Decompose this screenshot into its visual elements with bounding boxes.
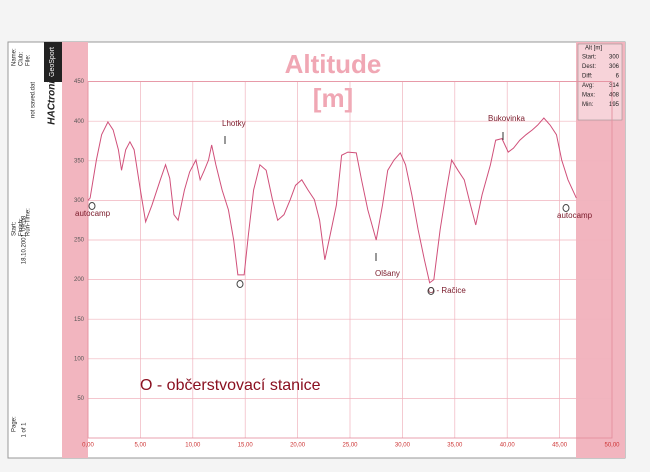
- field-label: Finish:: [19, 218, 25, 236]
- hand-circle: [88, 202, 96, 210]
- field-label: Name:: [12, 48, 18, 66]
- stat-value: 300: [609, 55, 620, 61]
- x-tick-label: 40,00: [500, 443, 516, 449]
- annotation: O - Račice: [428, 286, 466, 295]
- field-label: Page:: [12, 416, 18, 432]
- stat-value: 408: [609, 93, 620, 99]
- y-tick-label: 50: [77, 396, 84, 402]
- x-tick-label: 5,00: [135, 443, 147, 449]
- stats-title: Alt [m]: [585, 46, 602, 52]
- field-label: File:: [26, 54, 32, 66]
- logo: GeoSport: [49, 47, 56, 77]
- annotation: Bukovinka: [488, 114, 525, 123]
- stat-value: 306: [609, 64, 620, 70]
- annotation: autocamp: [557, 211, 593, 220]
- stat-label: Avg:: [582, 83, 594, 89]
- x-tick-label: 0,00: [82, 443, 94, 449]
- y-tick-label: 150: [74, 317, 85, 323]
- file-name: not saved.dat: [31, 82, 37, 118]
- chart-title: Altitude: [285, 49, 382, 79]
- annotation: O - občerstvovací stanice: [140, 377, 321, 394]
- y-tick-label: 400: [74, 119, 85, 125]
- stat-value: 195: [609, 102, 620, 108]
- y-tick-label: 100: [74, 356, 85, 362]
- field-label: Run-Time:: [26, 208, 32, 236]
- field-label: Club:: [19, 52, 25, 66]
- date: 18.10.2001, 09:08: [22, 215, 28, 264]
- altitude-line: [87, 117, 577, 284]
- program: HACtronic: [47, 75, 58, 125]
- x-tick-label: 35,00: [447, 443, 463, 449]
- logo-box: [44, 42, 62, 82]
- x-tick-label: 45,00: [552, 443, 568, 449]
- plot-frame: [87, 81, 613, 439]
- stat-label: Min:: [582, 102, 594, 108]
- x-tick-label: 50,00: [604, 443, 620, 449]
- annotation: autocamp: [75, 209, 111, 218]
- x-tick-label: 20,00: [290, 443, 306, 449]
- stats-box: [577, 43, 623, 121]
- stat-label: Start:: [582, 55, 597, 61]
- chart-subtitle: [m]: [313, 83, 353, 113]
- annotation: Olšany: [375, 269, 400, 278]
- annotation: Lhotky: [222, 119, 246, 128]
- x-tick-label: 10,00: [185, 443, 201, 449]
- stat-label: Diff:: [582, 74, 593, 80]
- stat-value: 6: [616, 74, 620, 80]
- sheet: [7, 41, 626, 459]
- left-band: [62, 42, 88, 458]
- hand-circle: [236, 280, 244, 288]
- y-tick-label: 250: [74, 238, 85, 244]
- stat-label: Max:: [582, 93, 595, 99]
- hand-circle: [562, 204, 570, 212]
- y-tick-label: 300: [74, 198, 85, 204]
- x-tick-label: 25,00: [342, 443, 358, 449]
- y-tick-label: 200: [74, 277, 85, 283]
- x-tick-label: 15,00: [238, 443, 254, 449]
- y-tick-label: 450: [74, 79, 85, 85]
- y-tick-label: 350: [74, 158, 85, 164]
- stat-value: 314: [609, 83, 620, 89]
- hand-circle: [427, 287, 435, 295]
- stat-label: Dest:: [582, 64, 596, 70]
- x-tick-label: 30,00: [395, 443, 411, 449]
- page-number: 1 of 1: [22, 422, 28, 438]
- field-label: Start:: [12, 221, 18, 236]
